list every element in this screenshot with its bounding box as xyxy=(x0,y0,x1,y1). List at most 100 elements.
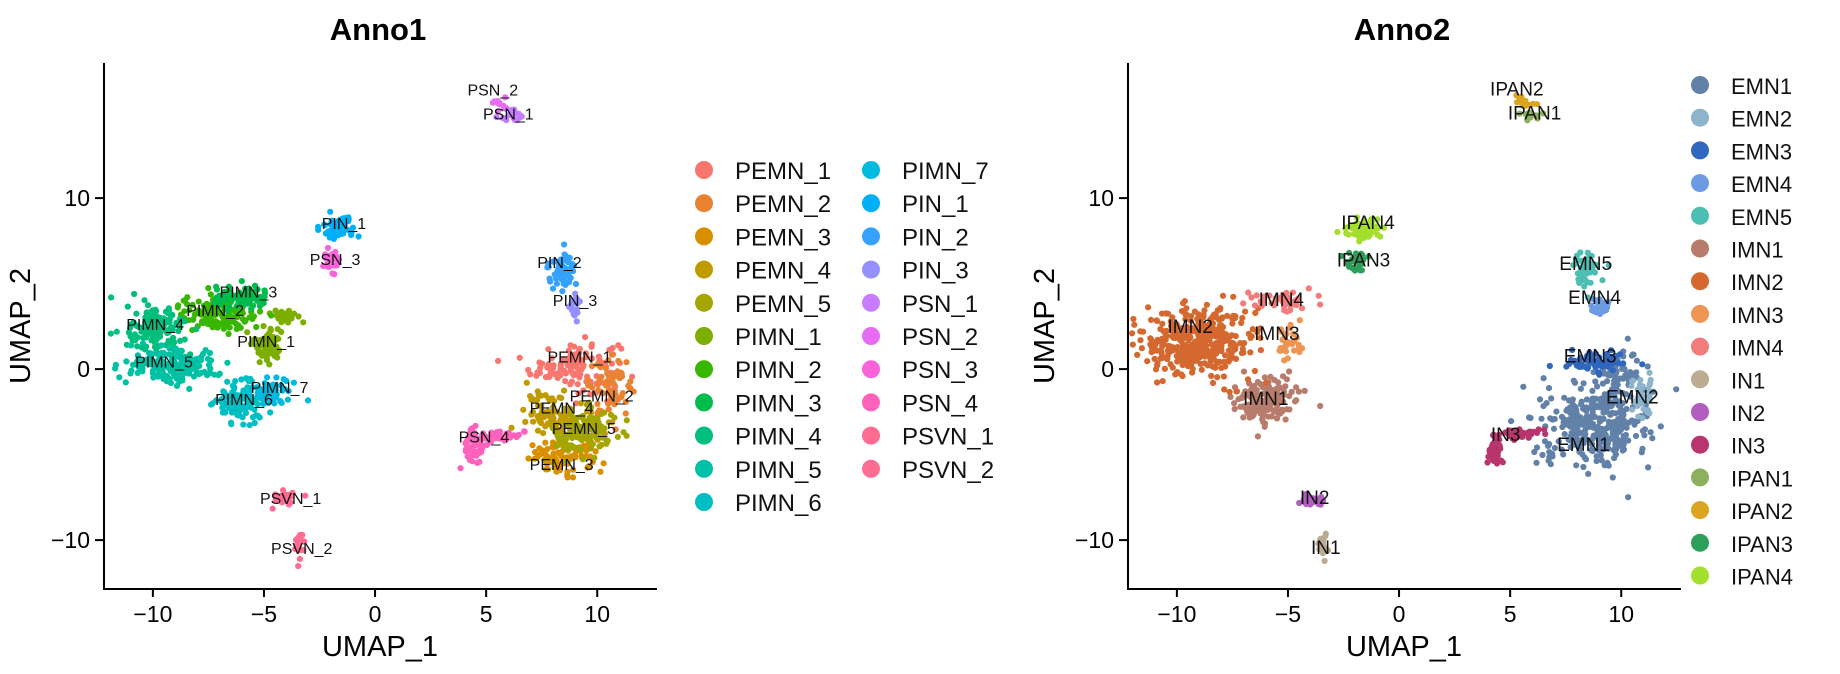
legend-item: EMN5 xyxy=(1691,205,1792,230)
data-point xyxy=(550,362,557,369)
data-point xyxy=(618,345,625,352)
data-point xyxy=(534,413,541,420)
data-point xyxy=(144,302,152,309)
data-point xyxy=(543,460,551,467)
x-tick-label: −10 xyxy=(133,601,172,627)
data-point xyxy=(1484,459,1491,466)
data-point xyxy=(290,310,298,317)
data-point xyxy=(493,114,500,121)
data-point xyxy=(1129,341,1136,348)
data-point xyxy=(1620,375,1627,382)
legend-label: PIMN_2 xyxy=(735,357,822,384)
data-point xyxy=(575,390,582,397)
data-point xyxy=(1174,344,1181,351)
data-point xyxy=(199,318,206,325)
scatter-points xyxy=(107,94,637,570)
y-axis-title: UMAP_2 xyxy=(5,268,37,384)
data-point xyxy=(1248,294,1255,301)
data-point xyxy=(221,402,228,409)
x-tick-label: −10 xyxy=(1157,601,1196,627)
data-point xyxy=(515,110,522,117)
data-point xyxy=(322,230,329,237)
cluster-label: PSN_3 xyxy=(310,252,361,269)
data-point xyxy=(534,396,541,403)
data-point xyxy=(1152,366,1160,373)
data-point xyxy=(229,393,236,400)
data-point xyxy=(165,351,173,358)
data-point xyxy=(264,396,272,404)
data-point xyxy=(1138,345,1145,352)
data-point xyxy=(133,310,140,317)
data-point xyxy=(542,439,549,446)
legend-label: EMN2 xyxy=(1731,107,1792,132)
data-point xyxy=(240,421,247,428)
cluster-label: EMN2 xyxy=(1606,387,1659,408)
data-point xyxy=(562,370,569,377)
data-point xyxy=(565,355,572,362)
data-point xyxy=(609,344,616,352)
data-point xyxy=(562,273,569,280)
legend-label: IPAN4 xyxy=(1731,565,1793,590)
legend-label: PSN_3 xyxy=(902,357,978,384)
data-point xyxy=(238,278,245,285)
data-point xyxy=(1286,368,1293,375)
x-tick-label: 10 xyxy=(1608,601,1634,627)
data-point xyxy=(142,314,149,321)
data-point xyxy=(1593,309,1600,316)
data-point xyxy=(1571,379,1579,386)
data-point xyxy=(1526,431,1533,438)
data-point xyxy=(181,297,188,304)
data-point xyxy=(337,226,344,234)
legend-label: EMN5 xyxy=(1731,205,1792,230)
data-point xyxy=(149,367,156,374)
series-PEMN_2 xyxy=(584,351,637,433)
legend-item: EMN4 xyxy=(1691,172,1792,197)
data-point xyxy=(1263,379,1270,386)
cluster-label: PIMN_3 xyxy=(220,284,278,301)
data-point xyxy=(239,390,246,397)
data-point xyxy=(129,337,136,344)
data-point xyxy=(534,427,542,434)
data-point xyxy=(224,288,232,295)
data-point xyxy=(534,453,541,460)
data-point xyxy=(1317,301,1324,308)
legend-item: IMN1 xyxy=(1691,238,1784,263)
x-tick-label: 0 xyxy=(369,601,382,627)
data-point xyxy=(554,408,561,415)
data-point xyxy=(578,357,585,364)
data-point xyxy=(169,357,176,364)
data-point xyxy=(1639,361,1646,368)
data-point xyxy=(1567,409,1574,416)
data-point xyxy=(563,458,571,465)
legend-swatch xyxy=(1691,533,1709,552)
legend-label: IPAN3 xyxy=(1731,532,1793,557)
data-point xyxy=(603,437,610,444)
cluster-label: EMN5 xyxy=(1559,254,1612,275)
data-point xyxy=(1238,350,1246,357)
data-point xyxy=(219,321,226,328)
data-point xyxy=(284,396,291,403)
data-point xyxy=(1267,373,1274,380)
cluster-label: PIMN_4 xyxy=(126,317,184,334)
data-point xyxy=(622,398,630,405)
data-point xyxy=(571,357,578,364)
data-point xyxy=(1593,402,1600,409)
data-point xyxy=(527,371,534,378)
data-point xyxy=(570,262,578,269)
data-point xyxy=(574,300,581,307)
data-point xyxy=(491,98,498,105)
data-point xyxy=(1273,415,1281,422)
data-point xyxy=(584,464,591,471)
data-point xyxy=(1569,423,1576,431)
data-point xyxy=(278,328,285,335)
data-point xyxy=(1540,375,1547,382)
data-point xyxy=(1619,444,1626,451)
data-point xyxy=(1620,437,1627,444)
x-ticks: −10 −5 0 5 10 xyxy=(1157,589,1634,627)
data-point xyxy=(1600,409,1607,416)
data-point xyxy=(1647,376,1654,383)
data-point xyxy=(1646,369,1653,376)
data-point xyxy=(1144,358,1151,365)
data-point xyxy=(1673,386,1680,393)
legend-label: PIMN_4 xyxy=(735,424,822,451)
